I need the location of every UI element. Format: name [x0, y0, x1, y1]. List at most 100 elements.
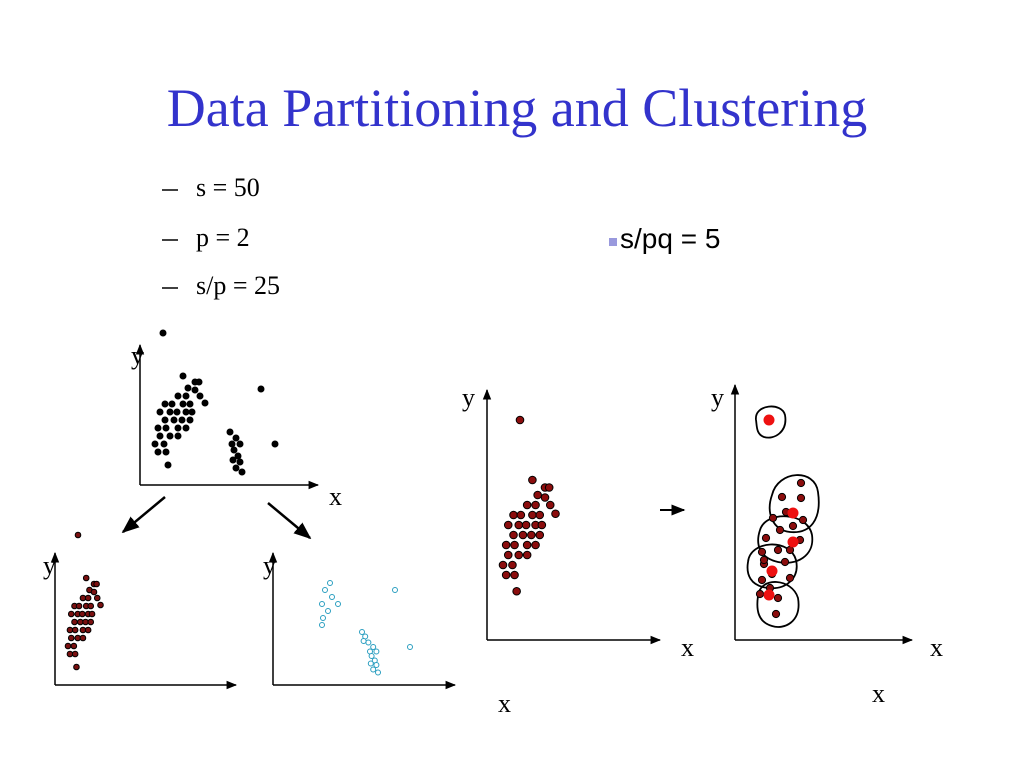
bullet: p = 2 [196, 223, 250, 252]
dot [159, 329, 167, 337]
dot [97, 601, 104, 609]
dot [368, 653, 375, 659]
outline [755, 405, 787, 439]
dot [188, 408, 196, 416]
dot [757, 575, 767, 585]
dot [201, 399, 209, 407]
dot [785, 573, 795, 583]
dot [528, 475, 537, 485]
dot [370, 666, 377, 673]
axis-label: x [329, 482, 342, 511]
dot [236, 440, 244, 448]
dot [271, 440, 279, 448]
dot [775, 525, 785, 535]
axes [50, 343, 914, 690]
dot [170, 416, 178, 424]
dot [508, 560, 517, 570]
dot [365, 639, 372, 646]
dot [71, 618, 78, 626]
title: Data Partitioning and Clustering [167, 78, 867, 138]
axis-label: y [131, 341, 144, 370]
dot [771, 609, 781, 619]
dot [238, 468, 246, 476]
dot [551, 509, 560, 519]
dot [544, 483, 554, 492]
dot [329, 594, 335, 600]
dot [230, 446, 238, 454]
dot [512, 586, 521, 596]
dot [191, 386, 199, 394]
square-bullet [609, 238, 617, 246]
dot [319, 622, 325, 628]
dot [780, 557, 790, 567]
dot [232, 464, 240, 472]
dot [179, 400, 187, 408]
dot [522, 550, 532, 560]
dot [373, 662, 380, 668]
axis-label: y [263, 551, 276, 580]
dot [522, 500, 532, 510]
arrow [267, 502, 312, 540]
dot [182, 392, 190, 400]
dot [335, 601, 341, 607]
dot [319, 601, 325, 607]
dot [768, 513, 778, 523]
dot [71, 626, 79, 634]
dot [174, 392, 182, 400]
dot [755, 589, 765, 599]
dot [174, 424, 182, 432]
dot [510, 540, 519, 550]
dot [161, 416, 169, 424]
dot [73, 663, 80, 671]
dot [527, 530, 536, 540]
dot [407, 644, 413, 650]
dot [79, 634, 87, 642]
dot [182, 424, 190, 432]
dot [528, 510, 537, 520]
dot [154, 424, 162, 432]
dot [531, 500, 540, 510]
dot [162, 448, 170, 456]
dot [93, 580, 100, 588]
dot [796, 493, 806, 503]
dot [540, 493, 550, 502]
dot [325, 608, 331, 614]
dot [510, 570, 519, 580]
dot [798, 515, 808, 525]
dot [537, 520, 547, 530]
dot [160, 440, 168, 448]
dot [186, 400, 194, 408]
dot [196, 392, 204, 400]
axis-label: x [498, 689, 511, 718]
dot [545, 500, 555, 510]
dot [518, 530, 528, 540]
dot [74, 531, 82, 539]
dot [75, 602, 83, 610]
dot [151, 440, 159, 448]
dot [166, 408, 174, 416]
dot [763, 414, 775, 426]
dot [182, 408, 190, 416]
dot [195, 378, 203, 386]
dot [320, 615, 326, 621]
dot [186, 416, 194, 424]
dot [327, 580, 333, 586]
dot [796, 478, 806, 488]
dot [229, 456, 237, 464]
dot [84, 626, 92, 634]
dot [787, 536, 799, 548]
dot [82, 574, 90, 582]
dot [498, 560, 508, 570]
dot [164, 461, 172, 469]
dot [773, 545, 783, 555]
bullet: s/p = 25 [196, 271, 280, 300]
dot [788, 521, 798, 531]
dot [514, 520, 524, 530]
dot [359, 629, 365, 635]
dot [161, 400, 169, 408]
bullet-dashes [162, 189, 178, 289]
dot [531, 540, 540, 550]
dot [93, 594, 101, 602]
dot [503, 520, 513, 530]
